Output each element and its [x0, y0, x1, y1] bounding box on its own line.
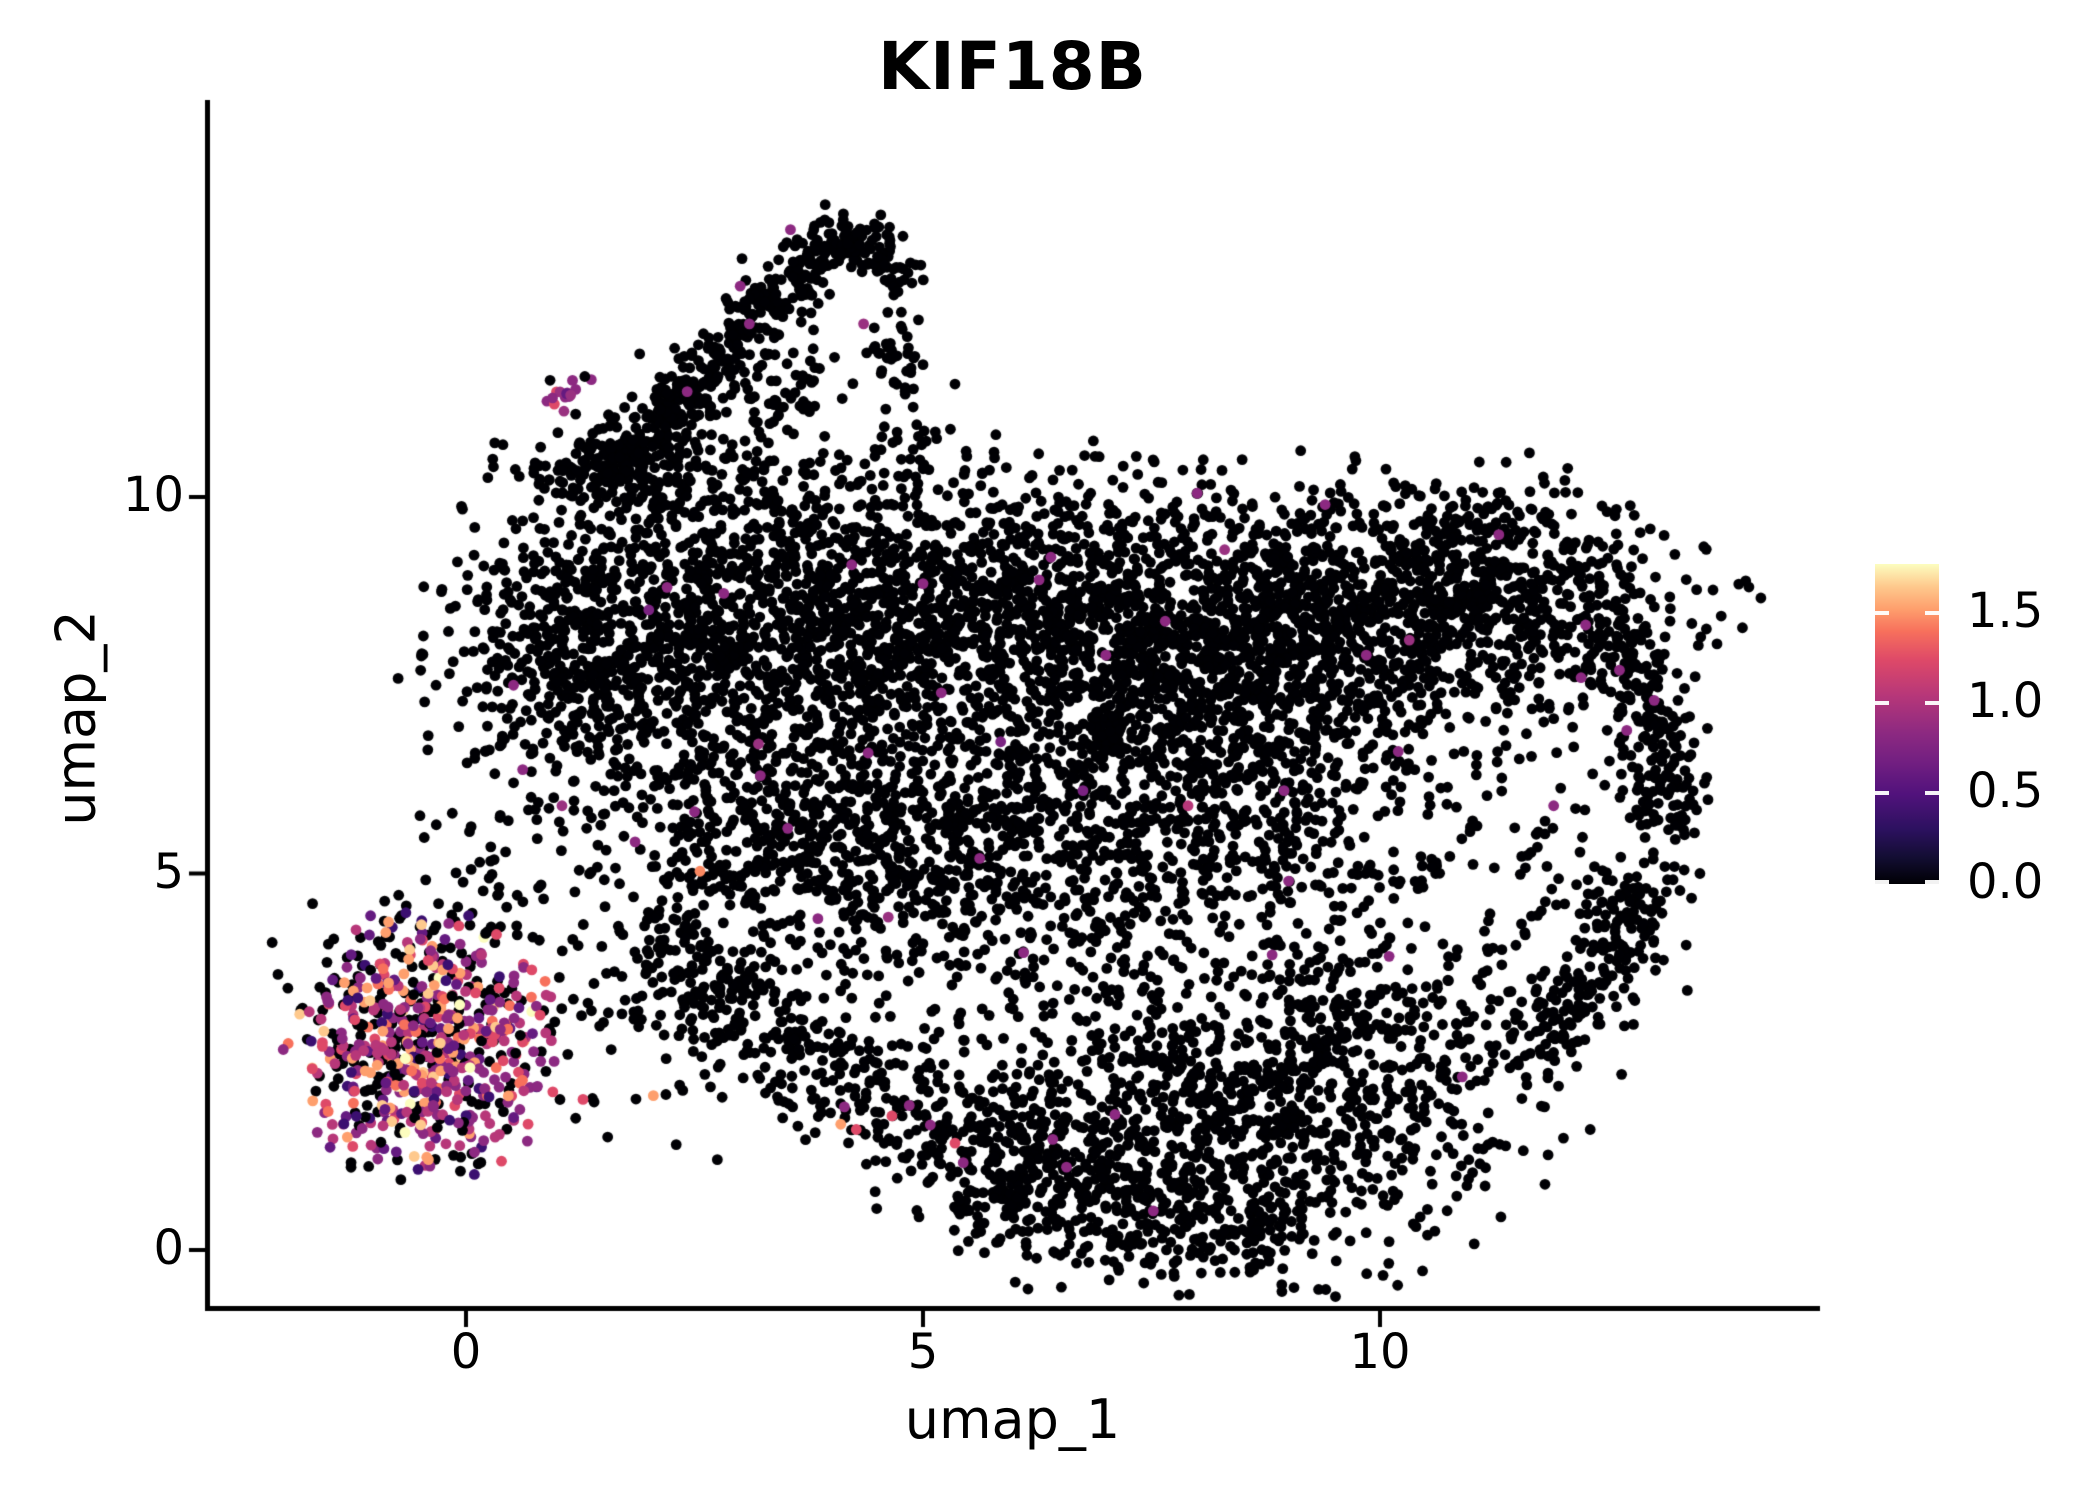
- y-tick-label-0: 0: [153, 1220, 184, 1276]
- colorbar-tick-mark-0-right: [1925, 610, 1939, 615]
- y-axis-label: umap_2: [44, 610, 108, 826]
- colorbar-tick-label-2: 0.5: [1967, 763, 2044, 820]
- x-tick-label-0: 0: [450, 1324, 482, 1380]
- y-tick-label-1: 5: [153, 843, 184, 900]
- colorbar-tick-mark-3-left: [1875, 880, 1889, 884]
- colorbar-tick-mark-3-right: [1925, 880, 1939, 884]
- colorbar: 1.5 1.0 0.5 0.0: [1875, 564, 2043, 910]
- colorbar-tick-label-0: 1.5: [1967, 582, 2044, 639]
- colorbar-tick-label-3: 0.0: [1967, 854, 2044, 910]
- colorbar-tick-mark-1-left: [1875, 701, 1889, 706]
- colorbar-tick-mark-2-left: [1875, 791, 1889, 796]
- colorbar-tick-mark-2-right: [1925, 791, 1939, 796]
- colorbar-tick-mark-0-left: [1875, 610, 1889, 615]
- y-tick-label-2: 10: [122, 467, 184, 523]
- x-tick-label-1: 5: [907, 1324, 939, 1380]
- x-tick-label-2: 10: [1349, 1324, 1411, 1380]
- chart-title: KIF18B: [878, 28, 1147, 105]
- colorbar-tick-mark-1-right: [1925, 701, 1939, 706]
- x-axis-label: umap_1: [904, 1388, 1121, 1451]
- colorbar-tick-label-1: 1.0: [1967, 673, 2044, 730]
- colorbar-gradient: [1875, 564, 1939, 884]
